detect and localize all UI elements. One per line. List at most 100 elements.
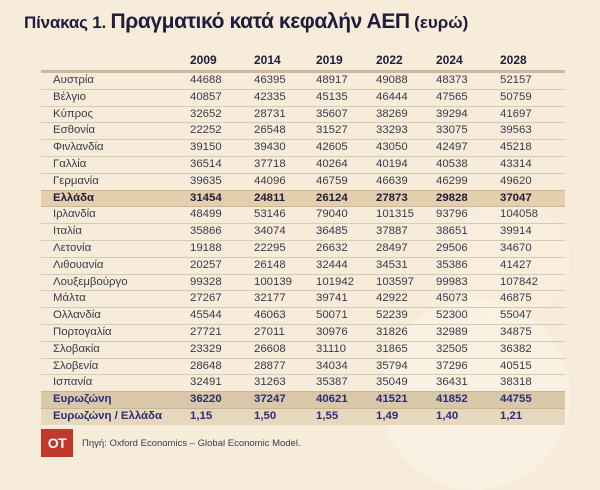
table-cell: 36485 [316,225,348,238]
table-cell: 49620 [500,174,532,187]
table-cell: 28731 [254,107,286,120]
table-cell: 44096 [254,174,286,187]
table-cell: 39741 [316,292,348,305]
table-cell: 42605 [316,141,348,154]
table-row: Κύπρος 32652 28731 35607 38269 39294 41697 [41,106,565,123]
table-cell: 31454 [190,189,254,208]
table-cell: 1,49 [376,407,436,425]
page-title: Πίνακας 1. Πραγματικό κατά κεφαλήν ΑΕΠ (… [24,10,468,34]
country-name: Σλοβενία [53,359,99,372]
table-cell: 46395 [254,74,286,86]
table-row: Ισπανία 32491 31263 35387 35049 36431 38318 [41,375,565,392]
table-cell: 42922 [376,292,408,305]
table-cell: 36220 [190,391,254,409]
table-cell: 32177 [254,292,286,305]
table-cell: 30976 [316,325,348,338]
table-cell: 29506 [436,241,468,254]
table-row: Λουξεμβούργο 99328 100139 101942 103597 99983… [41,274,565,291]
table-row: Αυστρία 44688 46395 48917 49088 48373 52157 [41,72,565,90]
table-cell: 37247 [254,391,316,409]
table-cell: 37047 [500,189,565,208]
table-cell: 41521 [376,391,436,409]
table-cell: 50071 [316,309,348,322]
table-row: Βέλγιο 40857 42335 45135 46444 47565 50759 [41,89,565,107]
table-cell: 27873 [376,189,436,208]
table-cell: 1,15 [190,407,254,425]
table-cell: 40515 [500,359,532,372]
table-cell: 1,21 [500,407,565,425]
header-year: 2022 [376,53,403,67]
table-cell: 39150 [190,141,222,154]
table-cell: 39635 [190,174,222,187]
table-row: Γερμανία 39635 44096 46759 46639 46299 49620 [41,173,565,191]
table-cell: 36382 [500,342,532,355]
table-cell: 43314 [500,157,532,170]
table-cell: 55047 [500,309,532,322]
table-cell: 38269 [376,107,408,120]
country-name: Λιθουανία [53,258,104,271]
table-cell: 34875 [500,325,532,338]
table-cell: 42335 [254,90,286,103]
table-cell: 31826 [376,325,408,338]
country-name: Σλοβακία [53,342,100,355]
country-name: Γερμανία [53,174,99,187]
table-cell: 39914 [500,225,532,238]
title-unit: (ευρώ) [414,13,469,32]
table-cell: 32505 [436,342,468,355]
table-cell: 37296 [436,359,468,372]
table-cell: 39430 [254,141,286,154]
table-cell: 31865 [376,342,408,355]
table-row: Ολλανδία 45544 46063 50071 52239 52300 55047 [41,308,565,325]
table-row: Φινλανδία 39150 39430 42605 43050 42497 45218 [41,140,565,157]
table-cell: 26632 [316,241,348,254]
table-cell: 34074 [254,225,286,238]
table-cell: 22252 [190,124,222,137]
country-name: Λουξεμβούργο [53,275,128,288]
header-year: 2028 [500,53,527,67]
table-cell: 79040 [316,208,348,221]
table-row: Πορτογαλία 27721 27011 30976 31826 32989 34875 [41,324,565,342]
table-cell: 22295 [254,241,286,254]
table-cell: 46639 [376,174,408,187]
table-cell: 100139 [254,275,293,288]
table-row: Εσθονία 22252 26548 31527 33293 33075 39563 [41,123,565,140]
table-cell: 27011 [254,325,285,338]
table-cell: 31527 [316,124,348,137]
table-cell: 35049 [376,376,408,389]
table-row-ratio: Ευρωζώνη / Ελλάδα 1,15 1,50 1,55 1,49 1,40 1,2… [41,407,565,425]
table-cell: 43050 [376,141,408,154]
table-cell: 37718 [254,157,286,170]
table-cell: 26608 [254,342,286,355]
table-cell: 33075 [436,124,468,137]
table-cell: 40194 [376,157,408,170]
table-cell: 101315 [376,208,415,221]
table-cell: 1,55 [316,407,376,425]
table-cell: 45544 [190,309,222,322]
table-header-row: 2009 2014 2019 2022 2024 2028 [41,50,565,72]
table-cell: 40538 [436,157,468,170]
table-cell: 46759 [316,174,348,187]
table-cell: 29828 [436,189,500,208]
table-cell: 26548 [254,124,286,137]
table-cell: 27267 [190,292,222,305]
table-cell: 107842 [500,275,539,288]
country-name: Ολλανδία [53,309,101,322]
table-cell: 35794 [376,359,408,372]
table-row: Μάλτα 27267 32177 39741 42922 45073 46875 [41,291,565,308]
table-cell: 45135 [316,90,348,103]
table-cell: 39563 [500,124,532,137]
table-cell: 36431 [436,376,468,389]
country-name: Αυστρία [53,74,94,86]
table-cell: 46299 [436,174,468,187]
table-row: Σλοβενία 28648 28877 34034 35794 37296 40515 [41,358,565,375]
table-cell: 31110 [316,342,346,355]
table-cell: 23329 [190,342,222,355]
country-name: Πορτογαλία [53,325,112,338]
title-main: Πραγματικό κατά κεφαλήν ΑΕΠ [110,10,410,33]
table-cell: 41697 [500,107,532,120]
country-name: Μάλτα [53,292,86,305]
table-cell: 42497 [436,141,468,154]
table-cell: 40857 [190,90,222,103]
table-cell: 35607 [316,107,348,120]
table-cell: 1,40 [436,407,500,425]
